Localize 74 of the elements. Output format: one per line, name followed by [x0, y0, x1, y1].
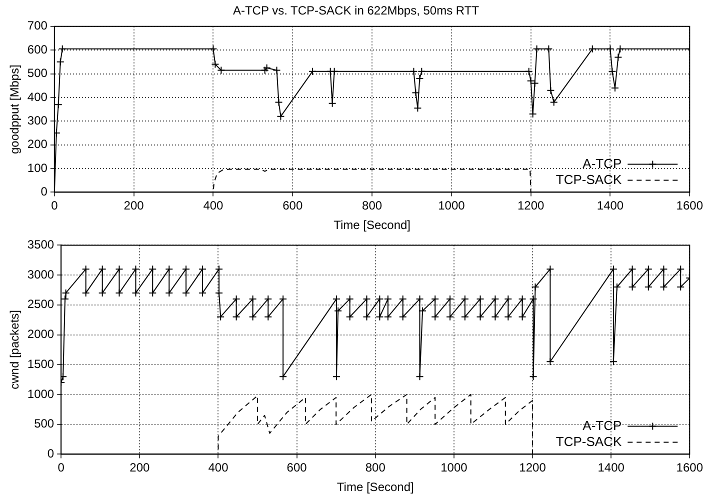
x-tick-label: 800: [362, 198, 382, 213]
point: [526, 76, 535, 85]
point: [608, 67, 616, 76]
x-tick-label: 1000: [440, 460, 468, 475]
legend-label: TCP-SACK: [556, 172, 622, 187]
point: [588, 44, 596, 53]
y-tick-label: 3000: [27, 267, 54, 282]
chart-title: A-TCP vs. TCP-SACK in 622Mbps, 50ms RTT: [232, 4, 480, 18]
x-tick-label: 600: [282, 198, 303, 213]
point: [54, 100, 62, 109]
point: [276, 112, 285, 120]
x-tick-label: 1400: [596, 198, 624, 213]
point: [412, 88, 420, 97]
x-tick-label: 400: [203, 198, 224, 213]
y-axis-title: cwnd [packets]: [8, 310, 22, 390]
point: [606, 44, 614, 53]
y-tick-label: 700: [27, 18, 48, 33]
x-tick-label: 200: [124, 198, 144, 213]
legend-label: TCP-SACK: [556, 434, 622, 449]
x-tick-label: 0: [58, 460, 65, 475]
point: [211, 60, 220, 68]
x-tick-label: 400: [208, 460, 229, 475]
y-axis-title: goodpput [Mbps]: [8, 64, 22, 154]
legend-label: A-TCP: [582, 156, 622, 171]
point: [416, 74, 424, 83]
point: [308, 67, 316, 76]
x-tick-label: 1600: [676, 198, 704, 213]
point: [217, 66, 226, 74]
point: [260, 66, 269, 74]
point: [58, 44, 66, 53]
y-tick-label: 1000: [27, 386, 54, 401]
x-tick-label: 800: [365, 460, 386, 475]
y-tick-label: 300: [27, 113, 48, 128]
x-tick-label: 200: [130, 460, 150, 475]
point: [272, 66, 281, 74]
y-tick-label: 500: [34, 416, 54, 431]
y-tick-label: 2000: [27, 327, 54, 342]
point: [328, 99, 336, 108]
point: [414, 104, 422, 112]
point: [274, 98, 283, 106]
point: [410, 67, 418, 76]
point: [616, 44, 624, 53]
y-tick-label: 2500: [27, 297, 54, 312]
y-tick-label: 400: [27, 90, 48, 104]
x-tick-label: 1400: [598, 460, 625, 475]
x-tick-label: 1600: [676, 460, 704, 475]
point: [56, 58, 64, 66]
point: [262, 64, 271, 72]
point: [532, 44, 541, 53]
x-axis-title: Time [Second]: [336, 480, 414, 494]
point: [330, 67, 338, 76]
y-tick-label: 1500: [27, 356, 54, 371]
point: [524, 67, 533, 76]
y-tick-label: 3500: [27, 238, 54, 252]
point: [418, 67, 426, 76]
point: [528, 110, 537, 118]
x-tick-label: 1200: [517, 198, 545, 213]
y-tick-label: 600: [27, 42, 48, 56]
y-tick-label: 200: [27, 137, 48, 152]
point: [550, 98, 558, 106]
x-tick-label: 600: [286, 460, 308, 475]
point: [544, 44, 553, 53]
y-tick-label: 0: [47, 446, 54, 461]
legend-label: A-TCP: [582, 418, 622, 433]
y-tick-label: 100: [27, 160, 48, 175]
point: [546, 86, 555, 94]
y-tick-label: 500: [27, 66, 48, 80]
x-axis-title: Time [Second]: [334, 218, 410, 232]
x-tick-label: 1000: [438, 198, 466, 213]
point: [209, 44, 218, 53]
point: [530, 79, 539, 88]
x-tick-label: 1200: [519, 460, 546, 475]
y-tick-label: 0: [40, 184, 48, 199]
point: [614, 53, 622, 62]
